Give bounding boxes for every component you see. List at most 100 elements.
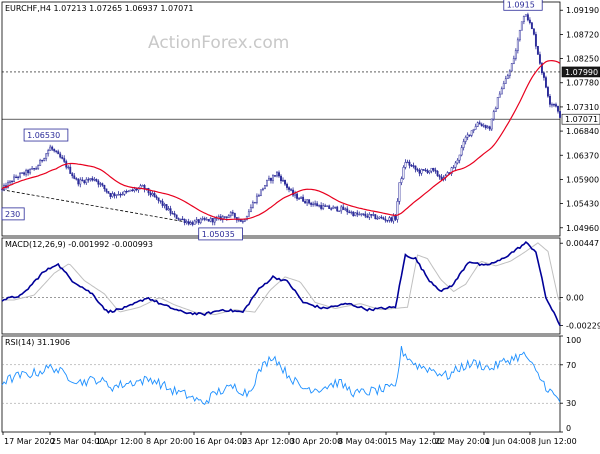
candle-body <box>263 185 266 190</box>
candle-body <box>458 154 461 161</box>
candle-body <box>85 179 88 184</box>
candle-body <box>292 189 294 196</box>
candle-body <box>551 104 553 106</box>
candle-body <box>542 72 545 78</box>
candle-body <box>384 218 387 221</box>
candle-body <box>189 222 192 225</box>
candle-body <box>346 208 349 213</box>
candle-body <box>73 175 76 179</box>
candle-body <box>67 166 70 169</box>
candle-body <box>486 126 489 129</box>
candle-body <box>77 178 80 185</box>
candle-body <box>460 147 463 156</box>
annotation-label: 1.05035 <box>202 230 235 239</box>
candle-body <box>247 211 250 217</box>
candle-body <box>159 200 162 202</box>
candle-body <box>504 78 507 84</box>
candle-body <box>288 187 290 190</box>
candle-body <box>127 190 130 193</box>
candle-body <box>492 111 495 120</box>
candle-body <box>185 221 188 224</box>
price-y-tick-label: 1.05900 <box>566 175 599 184</box>
candle-body <box>101 183 104 186</box>
candle-body <box>430 167 433 172</box>
candle-body <box>261 188 264 190</box>
price-y-tick-label: 1.06840 <box>566 127 599 136</box>
candle-body <box>330 208 333 210</box>
candle-body <box>39 159 42 166</box>
candle-body <box>388 217 391 221</box>
candle-body <box>109 193 112 197</box>
panel-frame-macd <box>1 237 561 335</box>
candle-body <box>270 177 272 181</box>
candle-body <box>394 215 397 220</box>
candle-body <box>75 178 78 180</box>
candle-body <box>241 220 244 223</box>
moving-average-line <box>1 59 561 221</box>
candle-body <box>251 202 254 208</box>
candle-body <box>55 150 58 152</box>
candle-body <box>516 39 519 51</box>
candle-body <box>257 195 260 197</box>
dashed-trendline <box>1 189 193 224</box>
candle-body <box>63 158 66 162</box>
candle-body <box>470 130 473 136</box>
candle-body <box>464 136 467 142</box>
macd-label: MACD(12,26,9) -0.001992 -0.000993 <box>5 240 153 249</box>
candle-body <box>35 168 38 170</box>
candle-body <box>83 180 86 184</box>
panel-frame-rsi <box>1 335 561 433</box>
candle-body <box>183 218 186 224</box>
candle-body <box>169 208 172 214</box>
candle-body <box>452 166 455 169</box>
candle-body <box>139 185 142 189</box>
candle-body <box>308 199 311 204</box>
candle-body <box>243 219 246 222</box>
price-y-tick-label: 1.09190 <box>566 6 599 15</box>
candle-body <box>203 218 206 220</box>
candle-body <box>376 218 379 220</box>
price-y-tick-label: 1.07310 <box>566 103 599 112</box>
candle-body <box>490 118 493 130</box>
candle-body <box>480 123 483 127</box>
candle-body <box>89 178 92 180</box>
candle-body <box>268 177 270 181</box>
candle-body <box>21 172 24 174</box>
annotation-label: 1.0915 <box>507 0 535 9</box>
candle-body <box>342 206 345 210</box>
candle-body <box>239 219 242 222</box>
candle-body <box>282 179 284 182</box>
candle-body <box>161 201 164 206</box>
candle-body <box>478 122 481 125</box>
x-tick-label: 1 Jun 04:00 <box>485 437 531 446</box>
candle-body <box>71 173 74 177</box>
candle-body <box>506 75 509 80</box>
candle-body <box>520 21 523 31</box>
candle-body <box>19 173 22 178</box>
candle-body <box>498 93 501 98</box>
candle-body <box>314 203 317 205</box>
candle-body <box>79 179 82 185</box>
candle-body <box>69 166 72 174</box>
candle-body <box>396 201 399 220</box>
candle-body <box>540 63 543 74</box>
candle-body <box>290 189 292 191</box>
candle-body <box>51 146 54 150</box>
candle-body <box>338 210 341 212</box>
candle-body <box>398 182 401 202</box>
x-tick-label: 1 Apr 12:00 <box>96 437 143 446</box>
x-tick-label: 8 Jun 12:00 <box>531 437 577 446</box>
candle-body <box>205 219 208 221</box>
candle-body <box>213 218 216 223</box>
candle-body <box>416 168 419 171</box>
candle-body <box>496 97 499 109</box>
candle-body <box>231 212 234 214</box>
candle-body <box>296 193 299 199</box>
candle-body <box>233 213 236 218</box>
candle-body <box>408 161 411 166</box>
candle-body <box>61 156 64 159</box>
candle-body <box>87 179 90 181</box>
candle-body <box>324 205 327 207</box>
candle-body <box>332 206 335 210</box>
